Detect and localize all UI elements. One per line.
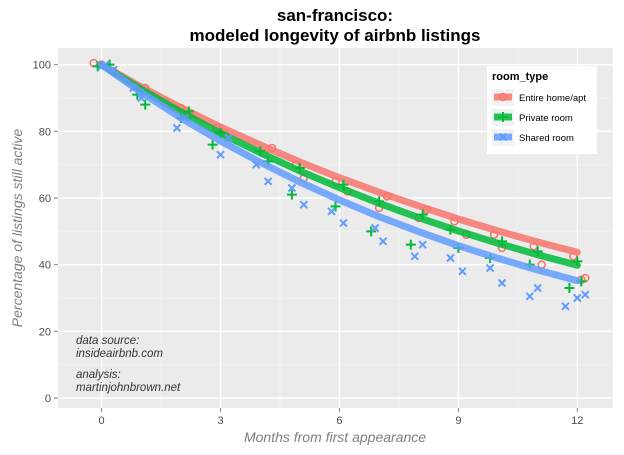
data-point <box>366 226 377 237</box>
legend: room_type Entire home/apt Private room S… <box>487 66 597 154</box>
data-point <box>267 143 277 153</box>
fit-curve <box>98 61 581 269</box>
data-point <box>339 218 348 228</box>
annotation-source-url: insideairbnb.com <box>76 348 163 360</box>
data-point <box>370 223 380 233</box>
legend-label-entire-home: Entire home/apt <box>519 93 586 104</box>
data-point <box>405 239 416 250</box>
chart-title-line-1: san-francisco: <box>277 6 393 25</box>
data-point <box>338 179 349 190</box>
legend-label-private-room: Private room <box>519 113 573 124</box>
data-point <box>137 93 146 103</box>
data-point <box>564 283 575 293</box>
legend-title: room_type <box>492 71 548 83</box>
data-point <box>180 113 190 123</box>
data-point <box>525 292 534 301</box>
y-tick-label: 0 <box>45 393 51 405</box>
x-tick-label: 12 <box>571 415 583 427</box>
data-point <box>445 224 456 235</box>
y-axis-label: Percentage of listings still active <box>9 129 25 328</box>
data-point <box>382 192 392 201</box>
data-point <box>489 230 499 239</box>
data-point <box>294 163 305 173</box>
data-point <box>216 150 225 159</box>
x-tick-label: 9 <box>455 415 461 427</box>
data-point <box>497 278 507 288</box>
data-point <box>374 196 385 207</box>
data-point <box>450 217 459 226</box>
chart-title-line-2: modeled longevity of airbnb listings <box>190 26 481 45</box>
data-point <box>286 189 297 200</box>
legend-key-marker <box>498 132 508 142</box>
fit-curve <box>98 61 581 256</box>
data-point <box>417 209 428 220</box>
data-point <box>378 237 388 246</box>
x-axis-label: Months from first appearance <box>244 429 426 445</box>
x-tick-label: 6 <box>336 415 342 427</box>
y-tick-label: 40 <box>39 260 51 272</box>
data-point <box>533 283 542 293</box>
x-tick-label: 0 <box>99 415 105 427</box>
annotation-analysis-url: martinjohnbrown.net <box>76 382 181 394</box>
data-point <box>532 246 543 257</box>
data-point <box>109 65 118 74</box>
axis-layer: 0 3 6 9 12 0 20 40 60 80 100 <box>33 60 584 427</box>
data-point <box>573 293 582 303</box>
y-tick-label: 100 <box>33 60 51 72</box>
legend-key-marker <box>498 92 508 102</box>
data-point <box>287 183 297 193</box>
data-point <box>572 256 583 267</box>
data-point <box>330 201 341 212</box>
y-tick-label: 60 <box>39 193 51 205</box>
data-point <box>255 146 266 157</box>
data-point <box>207 139 218 150</box>
data-point <box>497 236 507 247</box>
data-point <box>224 133 233 143</box>
data-point <box>327 207 336 216</box>
data-point <box>183 106 194 117</box>
data-point <box>485 263 495 273</box>
data-point <box>172 123 182 133</box>
x-tick-label: 3 <box>217 415 223 427</box>
source-annotation: data source: insideairbnb.com analysis: … <box>76 335 181 394</box>
data-point <box>140 99 151 110</box>
data-point <box>263 177 273 186</box>
data-point <box>581 290 590 299</box>
legend-label-shared-room: Shared room <box>519 133 574 144</box>
y-tick-label: 80 <box>39 126 51 138</box>
legend-keys <box>492 89 514 146</box>
data-point <box>101 60 110 69</box>
data-point <box>299 200 308 209</box>
data-point <box>458 267 467 276</box>
data-point <box>410 252 419 261</box>
annotation-source-label: data source: <box>76 335 139 347</box>
legend-key-marker <box>498 112 508 122</box>
data-point <box>129 83 138 93</box>
data-point <box>252 160 261 169</box>
fit-curve <box>98 61 581 285</box>
data-point <box>215 128 226 138</box>
data-layer <box>89 58 590 311</box>
data-point <box>446 253 455 263</box>
annotation-analysis-label: analysis: <box>76 369 121 381</box>
data-point <box>561 302 570 311</box>
y-tick-label: 20 <box>39 326 51 338</box>
data-point <box>418 240 427 249</box>
series-group-2 <box>97 60 590 311</box>
